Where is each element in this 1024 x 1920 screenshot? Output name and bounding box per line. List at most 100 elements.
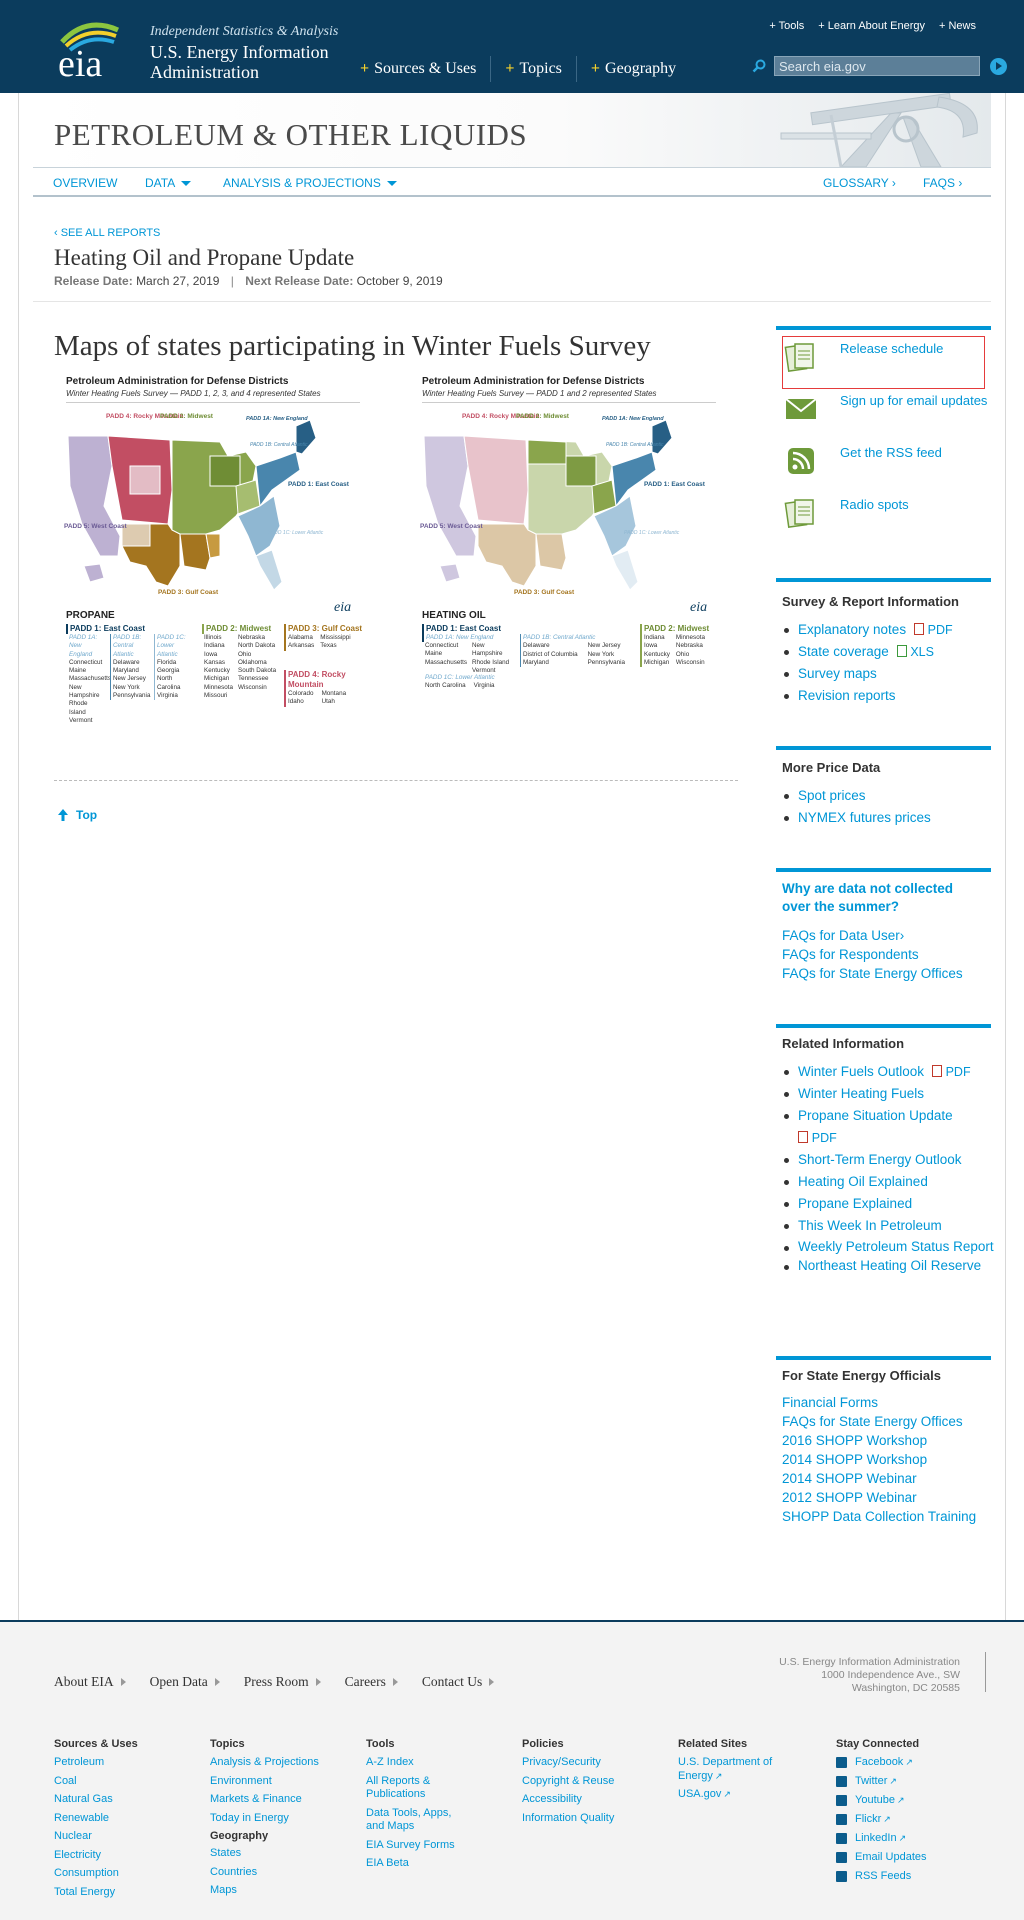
link-this-week-petroleum[interactable]: This Week In Petroleum (782, 1215, 997, 1237)
link-weekly-petroleum-status[interactable]: Weekly Petroleum Status Report (782, 1237, 997, 1256)
label-padd1: PADD 1: East Coast (644, 481, 706, 488)
footer-careers[interactable]: Careers (345, 1674, 398, 1690)
link-learn-about-energy[interactable]: + Learn About Energy (818, 20, 925, 32)
sidebar-release-schedule[interactable]: Release schedule (784, 340, 943, 374)
search-submit-button[interactable] (990, 57, 1007, 75)
footer-facebook[interactable]: Facebook ↗ (836, 1756, 946, 1768)
sidebar-heading-link[interactable]: Why are data not collected over the summ… (782, 881, 954, 914)
link-nymex-futures[interactable]: NYMEX futures prices (782, 807, 997, 829)
link-faqs-respondents[interactable]: FAQs for Respondents (782, 947, 919, 962)
footer-link[interactable]: Accessibility (522, 1793, 582, 1805)
footer-link[interactable]: States (210, 1847, 242, 1859)
link-winter-heating-fuels[interactable]: Winter Heating Fuels (782, 1083, 997, 1105)
link-winter-fuels-outlook[interactable]: Winter Fuels Outlook PDF (782, 1061, 997, 1083)
footer-link[interactable]: Total Energy (54, 1885, 116, 1898)
divider (33, 301, 991, 302)
footer-link[interactable]: Coal (54, 1774, 77, 1787)
release-date: March 27, 2019 (136, 274, 220, 288)
search-input[interactable] (774, 56, 980, 76)
footer-link[interactable]: Renewable (54, 1811, 110, 1824)
link-revision-reports[interactable]: Revision reports (782, 685, 997, 707)
link-spot-prices[interactable]: Spot prices (782, 785, 997, 807)
subnav-analysis-projections[interactable]: ANALYSIS & PROJECTIONS (223, 176, 397, 190)
back-to-top-link[interactable]: Top (58, 808, 97, 822)
nav-geography[interactable]: + Geography (575, 56, 690, 82)
nav-topics[interactable]: + Topics (490, 56, 576, 82)
footer-link[interactable]: Electricity (54, 1848, 102, 1861)
footer-link[interactable]: Privacy/Security (522, 1756, 601, 1768)
footer-link[interactable]: EIA Survey Forms (366, 1838, 455, 1851)
footer-link[interactable]: Petroleum (54, 1756, 105, 1768)
link-2012-shopp-webinar[interactable]: 2012 SHOPP Webinar (782, 1490, 917, 1505)
footer-open-data[interactable]: Open Data (150, 1674, 220, 1690)
footer-link[interactable]: Maps (210, 1884, 237, 1896)
footer-link[interactable]: U.S. Department of Energy ↗ (678, 1756, 773, 1782)
footer-link[interactable]: Data Tools, Apps, and Maps (366, 1806, 452, 1833)
footer-link[interactable]: EIA Beta (366, 1857, 409, 1869)
footer-link[interactable]: Consumption (54, 1867, 119, 1879)
footer-link[interactable]: Nuclear (54, 1830, 92, 1842)
link-tools[interactable]: + Tools (769, 20, 805, 32)
see-all-reports-link[interactable]: ‹ SEE ALL REPORTS (54, 227, 161, 239)
search-bar (752, 56, 1007, 76)
footer-link[interactable]: Markets & Finance (210, 1793, 302, 1805)
footer-link[interactable]: Environment (210, 1774, 272, 1787)
footer-link[interactable]: All Reports & Publications (366, 1774, 431, 1801)
footer-email-updates[interactable]: Email Updates (836, 1851, 946, 1863)
link-heating-oil-explained[interactable]: Heating Oil Explained (782, 1171, 997, 1193)
divider (985, 1652, 986, 1692)
search-icon (752, 59, 766, 73)
footer-contact-us[interactable]: Contact Us (422, 1674, 495, 1690)
footer-about-eia[interactable]: About EIA (54, 1674, 126, 1690)
footer-youtube[interactable]: Youtube ↗ (836, 1794, 946, 1806)
sidebar-radio-spots[interactable]: Radio spots (784, 496, 909, 530)
footer-link[interactable]: Analysis & Projections (210, 1756, 319, 1768)
footer-flickr[interactable]: Flickr ↗ (836, 1813, 946, 1825)
label-padd1b: PADD 1B: Central Atlantic (250, 442, 308, 448)
label-padd1a: PADD 1A: New England (602, 416, 664, 422)
sidebar-email-signup[interactable]: Sign up for email updates (784, 392, 987, 426)
sidebar-heading: Related Information (782, 1036, 905, 1051)
link-survey-maps[interactable]: Survey maps (782, 663, 997, 685)
link-news[interactable]: + News (939, 20, 976, 32)
link-shopp-training[interactable]: SHOPP Data Collection Training (782, 1509, 977, 1524)
footer-link[interactable]: Information Quality (522, 1811, 615, 1824)
pdf-icon (931, 1065, 942, 1077)
footer-twitter[interactable]: Twitter ↗ (836, 1775, 946, 1787)
nav-sources-uses[interactable]: + Sources & Uses (360, 60, 477, 77)
subnav-glossary[interactable]: GLOSSARY › (823, 176, 896, 190)
link-2014-shopp-workshop[interactable]: 2014 SHOPP Workshop (782, 1452, 928, 1467)
footer-link[interactable]: Countries (210, 1865, 258, 1878)
xls-icon (896, 645, 907, 657)
link-steo[interactable]: Short-Term Energy Outlook (782, 1149, 997, 1171)
subnav-data[interactable]: DATA (145, 176, 192, 190)
link-faqs-state-offices[interactable]: FAQs for State Energy Offices (782, 1414, 963, 1429)
footer-linkedin[interactable]: LinkedIn ↗ (836, 1832, 946, 1844)
link-ne-heating-oil-reserve[interactable]: Northeast Heating Oil Reserve (782, 1256, 997, 1275)
caret-down-icon (181, 180, 192, 186)
link-propane-explained[interactable]: Propane Explained (782, 1193, 997, 1215)
footer-rss-feeds[interactable]: RSS Feeds (836, 1870, 946, 1882)
subnav-faqs[interactable]: FAQS › (923, 176, 963, 190)
next-release-date: October 9, 2019 (356, 274, 443, 288)
eia-logo-icon[interactable]: eia (56, 20, 126, 80)
link-2016-shopp-workshop[interactable]: 2016 SHOPP Workshop (782, 1433, 928, 1448)
link-state-coverage[interactable]: State coverage XLS (782, 641, 997, 663)
footer-link[interactable]: Copyright & Reuse (522, 1774, 615, 1787)
footer-link[interactable]: Today in Energy (210, 1811, 289, 1824)
subnav-overview[interactable]: OVERVIEW (53, 176, 118, 190)
org-name[interactable]: U.S. Energy Information Administration (150, 42, 329, 82)
link-propane-situation-update[interactable]: Propane Situation Update PDF (782, 1105, 997, 1149)
link-2014-shopp-webinar[interactable]: 2014 SHOPP Webinar (782, 1471, 917, 1486)
banner-title: PETROLEUM & OTHER LIQUIDS (54, 117, 528, 152)
email-icon (836, 1851, 847, 1863)
footer-link[interactable]: Natural Gas (54, 1793, 113, 1805)
link-financial-forms[interactable]: Financial Forms (782, 1395, 879, 1410)
sidebar-rss-feed[interactable]: Get the RSS feed (784, 444, 942, 478)
link-explanatory-notes[interactable]: Explanatory notes PDF (782, 619, 997, 641)
link-faqs-state-offices[interactable]: FAQs for State Energy Offices (782, 966, 963, 981)
link-faqs-data-user[interactable]: FAQs for Data User› (782, 928, 905, 943)
footer-press-room[interactable]: Press Room (244, 1674, 321, 1690)
footer-link[interactable]: USA.gov ↗ (678, 1788, 731, 1800)
footer-link[interactable]: A-Z Index (366, 1756, 414, 1768)
